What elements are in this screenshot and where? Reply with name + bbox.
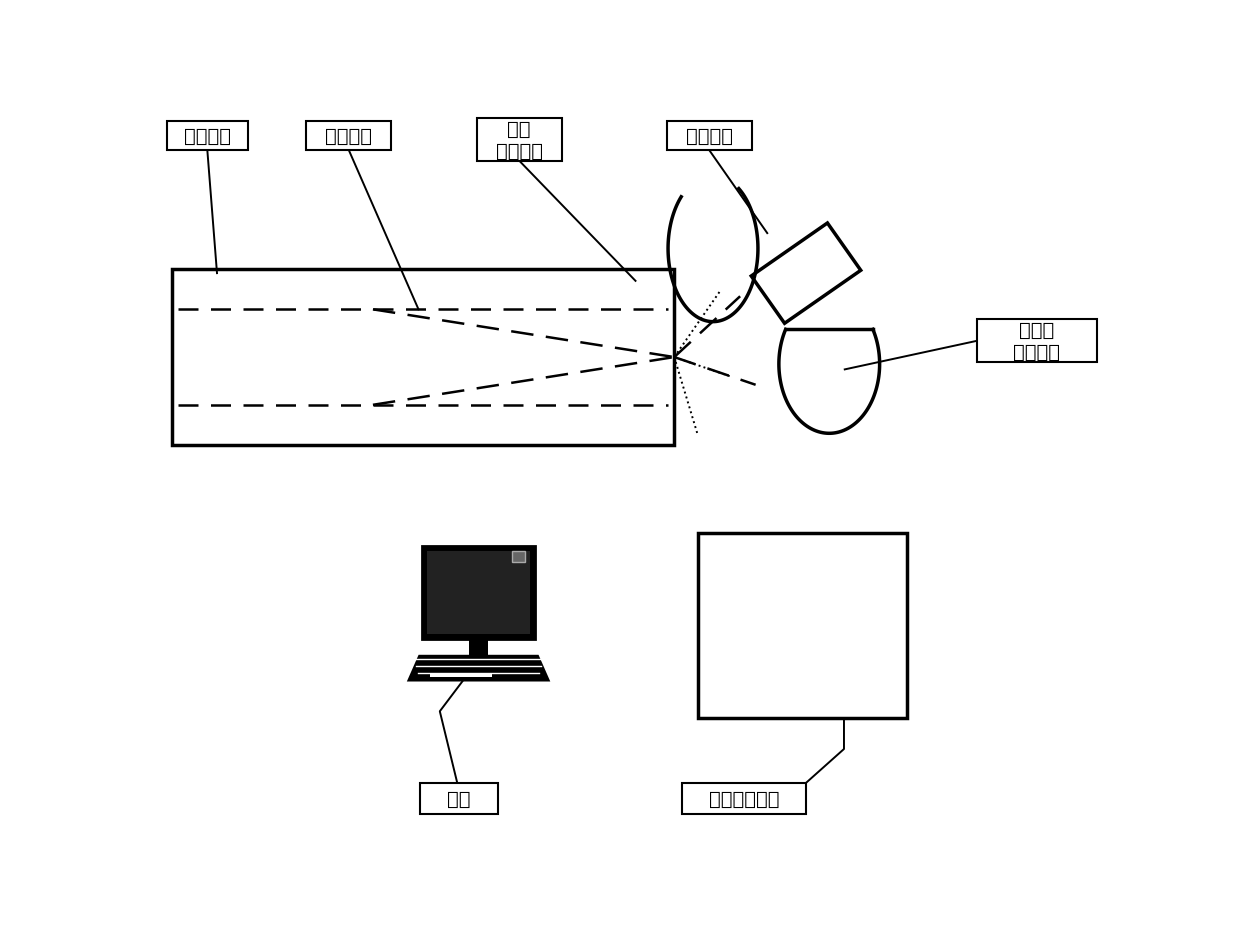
Bar: [469, 639, 487, 656]
Bar: [166, 122, 248, 151]
Bar: [476, 119, 562, 162]
Text: 被检工件: 被检工件: [184, 126, 231, 146]
Text: 可见光
补充灯光: 可见光 补充灯光: [1013, 321, 1060, 362]
Bar: [172, 270, 675, 446]
Bar: [682, 783, 806, 813]
Text: 成像电控系统: 成像电控系统: [709, 789, 779, 808]
Bar: [667, 122, 751, 151]
Polygon shape: [751, 224, 861, 324]
Bar: [697, 534, 906, 719]
Text: 终端: 终端: [448, 789, 470, 808]
Bar: [306, 122, 392, 151]
Bar: [430, 674, 492, 678]
Text: 待检部位: 待检部位: [325, 126, 372, 146]
Bar: [423, 547, 534, 639]
Text: 紫外
补充灯光: 紫外 补充灯光: [496, 120, 543, 160]
Text: 相机组件: 相机组件: [686, 126, 733, 146]
Bar: [427, 551, 531, 635]
Bar: [977, 320, 1096, 363]
Bar: [420, 783, 497, 813]
Polygon shape: [408, 656, 549, 680]
Bar: [511, 551, 526, 563]
